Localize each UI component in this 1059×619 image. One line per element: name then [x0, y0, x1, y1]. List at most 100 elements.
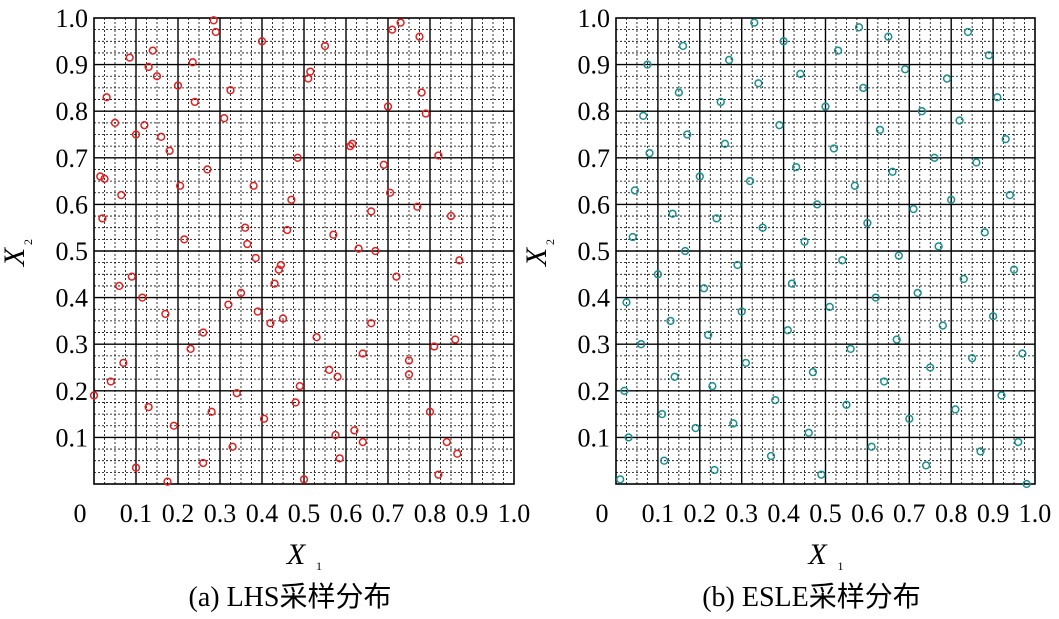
y-axis-label: X — [0, 246, 31, 267]
sample-point — [909, 204, 918, 214]
sample-point — [144, 402, 153, 412]
x-tick-label: 0 — [596, 499, 609, 528]
sample-point — [783, 326, 792, 335]
sample-point — [657, 409, 667, 419]
x-tick-label: 0.4 — [246, 499, 279, 528]
sample-point — [854, 23, 864, 32]
sample-point — [350, 426, 359, 435]
sample-point — [779, 37, 788, 46]
sample-point — [199, 458, 208, 468]
sample-point — [968, 354, 977, 363]
sample-point — [963, 27, 973, 37]
y-tick-label: 0.9 — [578, 51, 611, 80]
sample-point — [320, 41, 330, 51]
sample-point — [720, 139, 730, 148]
sample-point — [993, 93, 1002, 102]
sample-point — [453, 449, 462, 458]
sample-point — [383, 102, 393, 111]
sample-point — [335, 454, 344, 463]
sample-point — [291, 398, 300, 407]
sample-point — [249, 181, 258, 190]
y-tick-label: 0.4 — [578, 284, 611, 313]
sample-point — [636, 340, 646, 349]
sample-point — [988, 312, 998, 321]
plot-frame — [93, 17, 515, 485]
sample-point — [304, 74, 313, 83]
y-axis-label-subscript: 2 — [21, 239, 35, 245]
sample-point — [817, 470, 826, 479]
sample-point — [804, 428, 813, 437]
x-tick-label: 0.5 — [288, 499, 321, 528]
y-axis-label: X — [520, 246, 553, 267]
sample-point — [630, 186, 640, 195]
sample-point — [367, 207, 376, 216]
sample-point — [100, 174, 109, 183]
sample-point — [842, 400, 851, 409]
sample-point — [173, 81, 183, 90]
sample-point — [1009, 265, 1019, 274]
x-tick-label: 0.5 — [809, 499, 842, 528]
sample-point — [125, 53, 134, 62]
sample-point — [346, 142, 355, 151]
panel-caption: (b) ESLE采样分布 — [702, 581, 921, 613]
sample-point — [115, 281, 124, 291]
sample-point — [430, 342, 439, 351]
sample-point — [425, 407, 435, 416]
sample-point — [396, 18, 405, 27]
panel-caption: (a) LHS采样分布 — [189, 581, 392, 613]
sample-point — [186, 344, 195, 354]
sample-point — [138, 293, 147, 302]
sample-point — [620, 386, 629, 395]
sample-point — [417, 88, 426, 97]
x-tick-label: 1.0 — [1019, 499, 1052, 528]
sample-point — [415, 32, 424, 41]
sample-point — [754, 79, 763, 88]
sample-point — [884, 32, 893, 41]
sample-point — [283, 225, 292, 235]
sample-point — [385, 188, 395, 197]
y-tick-label: 0.6 — [56, 190, 89, 219]
sample-point — [257, 37, 267, 46]
x-tick-label: 0.9 — [456, 499, 489, 528]
sample-point — [209, 16, 218, 25]
sample-point — [203, 165, 212, 174]
y-axis-label-group: X2 — [520, 239, 557, 267]
panel-b-esle: 0 0.1 0.2 0.3 0.4 0.5 0.6 0.7 0.8 0.9 1.0 0.1 0.2 0.3… — [520, 4, 1051, 613]
x-tick-label: 0.2 — [162, 499, 195, 528]
sample-point — [266, 319, 275, 328]
sample-point — [226, 86, 235, 95]
sample-point — [413, 202, 422, 211]
sample-point — [163, 477, 172, 486]
sample-point — [333, 372, 342, 381]
sample-point — [708, 381, 717, 391]
sample-point — [259, 414, 269, 423]
sample-point — [199, 328, 208, 337]
y-tick-label: 0.7 — [56, 144, 89, 173]
sample-point — [704, 330, 713, 340]
sample-point — [165, 146, 174, 155]
sample-point — [253, 307, 262, 316]
sample-point — [224, 300, 233, 309]
sample-point — [446, 211, 456, 221]
sample-point — [639, 111, 648, 121]
sample-point — [421, 109, 430, 118]
x-axis-label: X — [286, 538, 307, 571]
sample-point — [710, 465, 719, 475]
sample-point — [955, 116, 964, 125]
x-tick-label: 0.1 — [642, 499, 675, 528]
sample-point — [1005, 190, 1015, 200]
plot-frame — [615, 17, 1036, 485]
sample-point — [875, 125, 885, 134]
sample-point — [712, 214, 721, 223]
sample-point — [144, 62, 153, 72]
sample-point — [329, 230, 338, 239]
sample-point — [951, 405, 960, 414]
x-tick-label: 0.1 — [120, 499, 153, 528]
sample-point — [287, 195, 296, 204]
sample-point — [867, 442, 876, 451]
sample-point — [110, 118, 120, 127]
sample-point — [660, 456, 669, 465]
sample-point — [117, 190, 126, 200]
y-tick-label: 0.1 — [56, 423, 89, 452]
